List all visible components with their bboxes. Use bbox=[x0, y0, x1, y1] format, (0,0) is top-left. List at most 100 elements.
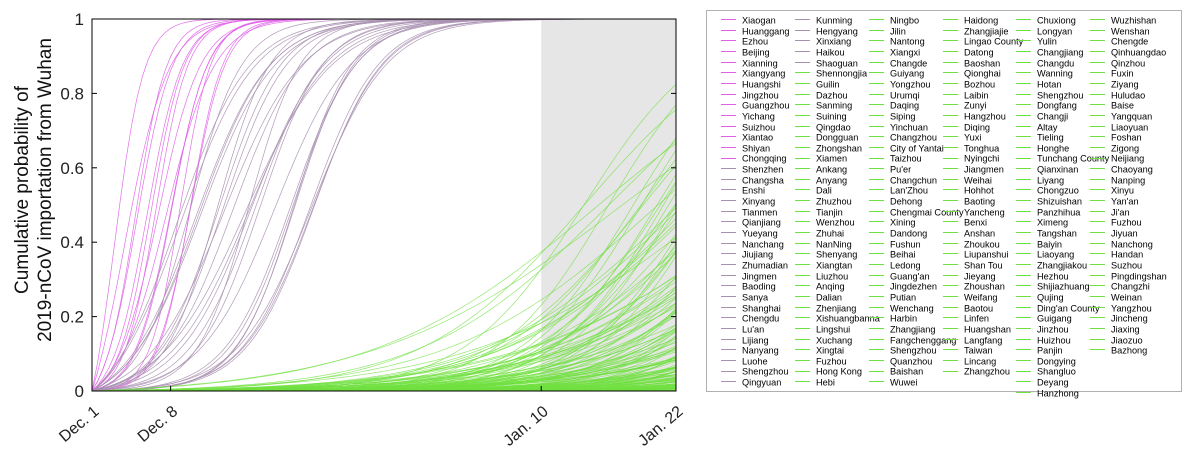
legend-entry: Guiyang bbox=[869, 68, 924, 79]
legend-label: Shijiazhuang bbox=[1037, 281, 1090, 292]
legend-swatch bbox=[795, 359, 810, 361]
legend-swatch bbox=[721, 210, 736, 212]
legend-entry: Beijing bbox=[721, 47, 770, 58]
legend-label: Qinzhou bbox=[1111, 58, 1146, 69]
legend-label: Changzhou bbox=[890, 132, 937, 143]
legend-swatch bbox=[869, 381, 884, 383]
legend-label: Deyang bbox=[1037, 377, 1069, 388]
legend-entry: Lingao County bbox=[943, 36, 1023, 47]
legend-label: Dalian bbox=[816, 292, 843, 303]
legend-entry: Luohe bbox=[721, 356, 768, 366]
legend-label: Guang'an bbox=[890, 271, 930, 282]
legend-entry: Fangchenggang bbox=[869, 335, 956, 345]
legend-label: Yangquan bbox=[1111, 111, 1153, 122]
legend-label: Wenzhou bbox=[816, 217, 855, 228]
legend-entry: Baiyin bbox=[1016, 239, 1062, 249]
legend-label: Handan bbox=[1111, 249, 1144, 260]
legend-swatch bbox=[1016, 51, 1031, 52]
legend-label: Changsha bbox=[742, 175, 784, 186]
y-tick-label: 0 bbox=[75, 382, 84, 401]
legend-entry: Dali bbox=[795, 185, 832, 196]
legend-entry: Shengzhou bbox=[869, 345, 937, 356]
legend-label: Lingshui bbox=[816, 324, 851, 335]
legend-label: Wuzhishan bbox=[1111, 15, 1157, 26]
legend-label: Nanchong bbox=[1111, 239, 1153, 250]
legend-label: Huizhou bbox=[1037, 335, 1071, 346]
legend-entry: Bozhou bbox=[943, 79, 995, 89]
legend-swatch bbox=[1090, 82, 1105, 84]
legend-label: Dandong bbox=[890, 228, 928, 239]
legend-entry: Guilin bbox=[795, 79, 840, 89]
legend-entry: Putian bbox=[869, 292, 917, 303]
legend-swatch bbox=[1016, 264, 1031, 265]
legend-entry: Dehong bbox=[869, 196, 922, 207]
legend-swatch bbox=[869, 114, 884, 116]
legend-label: Jingzhou bbox=[742, 90, 779, 101]
legend-label: Linfen bbox=[964, 313, 990, 324]
legend-entry: Lu'an bbox=[721, 324, 764, 334]
legend-label: Hezhou bbox=[1037, 271, 1069, 282]
legend-swatch bbox=[721, 19, 736, 21]
legend-swatch bbox=[869, 221, 884, 223]
legend-label: Xishuangbanna bbox=[816, 313, 880, 324]
legend-swatch bbox=[721, 29, 736, 31]
legend-entry: Shanghai bbox=[721, 303, 781, 313]
legend-entry: Wuwei bbox=[869, 377, 917, 388]
legend-entry: Liuzhou bbox=[795, 271, 848, 281]
legend-label: Suizhou bbox=[742, 122, 776, 133]
legend-swatch bbox=[721, 72, 736, 74]
legend-swatch bbox=[1016, 189, 1031, 191]
legend-label: Putian bbox=[890, 292, 917, 303]
legend-label: Guigang bbox=[1037, 313, 1072, 324]
legend-entry: Xuchang bbox=[795, 335, 852, 345]
legend-label: Zhumadian bbox=[742, 260, 788, 271]
legend-swatch bbox=[869, 232, 884, 234]
legend-label: Foshan bbox=[1111, 132, 1142, 143]
legend-entry: Shennongjia bbox=[795, 68, 867, 79]
legend-swatch bbox=[943, 200, 958, 202]
legend-swatch bbox=[1016, 93, 1031, 95]
legend-label: Pingdingshan bbox=[1111, 271, 1167, 282]
legend-label: Zhuhai bbox=[816, 228, 845, 239]
legend-entry: Xingtai bbox=[795, 345, 844, 356]
legend-swatch bbox=[795, 200, 810, 202]
legend-swatch bbox=[943, 157, 958, 159]
legend-label: Hanzhong bbox=[1037, 388, 1079, 399]
legend-label: Kunming bbox=[816, 15, 853, 26]
legend-entry: Weinan bbox=[1090, 292, 1142, 302]
legend-entry: Baotou bbox=[943, 303, 994, 314]
legend-entry: Tonghua bbox=[943, 143, 999, 153]
legend-swatch bbox=[943, 242, 958, 244]
legend-label: Shengzhou bbox=[1037, 90, 1084, 101]
legend-entry: Bazhong bbox=[1090, 345, 1147, 356]
legend-label: Diqing bbox=[964, 122, 991, 133]
legend-entry: Handan bbox=[1090, 249, 1143, 260]
legend-swatch bbox=[869, 359, 884, 361]
legend-swatch bbox=[943, 349, 958, 351]
legend-entry: Wanning bbox=[1016, 68, 1073, 79]
legend-swatch bbox=[943, 146, 958, 148]
legend-entry: Panjin bbox=[1016, 345, 1063, 356]
legend-label: Suining bbox=[816, 111, 847, 122]
legend-swatch bbox=[943, 40, 958, 42]
legend-entry: Liupanshui bbox=[943, 249, 1008, 260]
legend-swatch bbox=[721, 189, 736, 191]
legend-label: Jilin bbox=[890, 26, 906, 37]
legend-label: Baotou bbox=[964, 303, 994, 314]
legend-swatch bbox=[795, 51, 810, 52]
legend-entry: Jilin bbox=[869, 26, 906, 37]
legend-swatch bbox=[795, 232, 810, 234]
legend-label: Tieling bbox=[1037, 132, 1064, 143]
legend-swatch bbox=[1016, 72, 1031, 74]
legend-swatch bbox=[795, 253, 810, 255]
legend-swatch bbox=[1016, 349, 1031, 351]
legend-label: Xining bbox=[890, 217, 916, 228]
legend-label: Altay bbox=[1037, 122, 1058, 133]
legend-entry: Suining bbox=[795, 111, 847, 122]
legend-swatch bbox=[795, 221, 810, 223]
legend-swatch bbox=[943, 370, 958, 372]
legend-label: Nanping bbox=[1111, 175, 1146, 186]
legend-entry: Nanyang bbox=[721, 345, 779, 356]
legend-swatch bbox=[1090, 114, 1105, 116]
legend-entry: Yongzhou bbox=[869, 79, 931, 89]
